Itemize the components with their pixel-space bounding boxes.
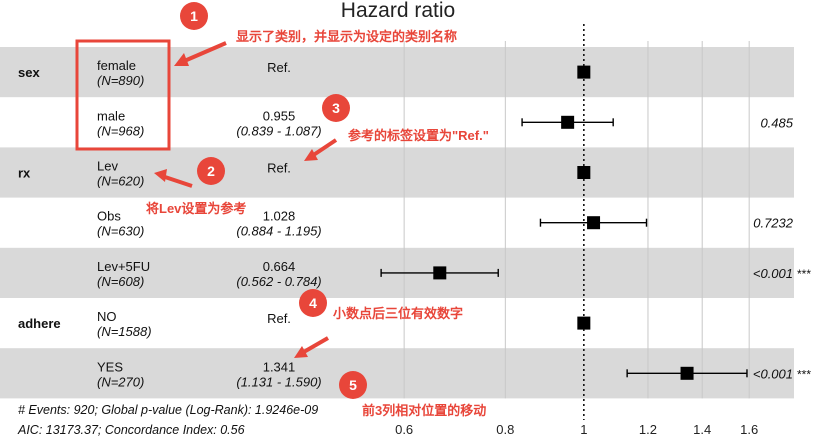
x-tick-label: 1 [580, 422, 587, 436]
level-label: male [97, 108, 125, 123]
x-tick-label: 0.8 [496, 422, 514, 436]
annotation-text-5: 前3列相对位置的移动 [362, 403, 486, 418]
ci-label: (0.884 - 1.195) [236, 224, 321, 239]
x-tick-label: 0.6 [395, 422, 413, 436]
variable-label: adhere [18, 316, 61, 331]
chart-title: Hazard ratio [341, 0, 455, 22]
level-label: NO [97, 309, 117, 324]
annotation-arrow-3 [310, 138, 338, 158]
hazard-ratio-point [587, 216, 601, 230]
annotation-badge-number-3: 3 [332, 100, 340, 116]
n-label: (N=620) [97, 174, 144, 189]
annotation-badge-5 [339, 371, 367, 399]
level-label: Obs [97, 209, 121, 224]
estimate-label: 0.664 [263, 259, 296, 274]
hazard-ratio-point [577, 65, 591, 79]
estimate-label: 0.955 [263, 108, 296, 123]
p-value-label: <0.001 [753, 266, 793, 281]
annotation-badge-number-5: 5 [349, 377, 357, 393]
row-bands [0, 47, 794, 399]
variable-label: sex [18, 65, 40, 80]
variable-label: rx [18, 166, 31, 181]
annotation-text-4: 小数点后三位有效数字 [333, 306, 463, 321]
arrowhead-icon [174, 53, 189, 66]
hazard-ratio-point [680, 366, 694, 380]
annotation-badge-4 [299, 289, 327, 317]
n-label: (N=890) [97, 73, 144, 88]
p-value-label: 0.7232 [753, 216, 794, 231]
annotation-badge-number-1: 1 [190, 8, 198, 24]
n-label: (N=608) [97, 274, 144, 289]
level-label: female [97, 58, 136, 73]
arrowhead-icon [154, 169, 167, 182]
annotation-arrow-2 [161, 174, 193, 188]
hazard-ratio-point [433, 266, 447, 280]
estimate-label: Ref. [267, 311, 291, 326]
annotation-layer: 1 显示了类别，并显示为设定的类别名称 2 将Lev设置为参考 3 参考的标签设… [75, 2, 489, 418]
annotation-4: 4 小数点后三位有效数字 [294, 289, 463, 358]
estimate-label: Ref. [267, 161, 291, 176]
annotation-text-2: 将Lev设置为参考 [146, 201, 246, 216]
x-tick-label: 1.2 [639, 422, 657, 436]
level-label: YES [97, 359, 123, 374]
annotation-arrow-4 [301, 336, 329, 355]
ci-label: (0.839 - 1.087) [236, 123, 321, 138]
n-label: (N=968) [97, 123, 144, 138]
annotation-badge-number-4: 4 [309, 295, 317, 311]
x-tick-label: 1.6 [740, 422, 758, 436]
annotation-2: 2 将Lev设置为参考 [146, 157, 246, 216]
annotation-1: 1 显示了类别，并显示为设定的类别名称 [174, 2, 457, 66]
significance-label: *** [797, 267, 811, 281]
estimate-label: 1.028 [263, 209, 296, 224]
p-value-label: 0.485 [760, 115, 793, 130]
x-tick-label: 1.4 [693, 422, 711, 436]
n-label: (N=630) [97, 224, 144, 239]
gridlines [403, 41, 750, 399]
arrowhead-icon [304, 149, 318, 161]
annotation-3: 3 参考的标签设置为"Ref." [304, 94, 489, 161]
row-band [0, 147, 794, 198]
n-label: (N=1588) [97, 324, 152, 339]
p-value-label: <0.001 [753, 366, 793, 381]
x-tick-labels: 0.6 0.8 1 1.2 1.4 1.6 [395, 422, 758, 437]
highlight-box [75, 39, 171, 151]
row-text: sex female(N=890)Ref.male(N=968)0.955(0.8… [18, 58, 811, 389]
arrowhead-icon [294, 346, 308, 358]
ci-label: (0.562 - 0.784) [236, 274, 321, 289]
significance-label: *** [797, 367, 811, 381]
annotation-text-3: 参考的标签设置为"Ref." [348, 128, 489, 143]
row-band [0, 47, 794, 98]
footnote-aic: AIC: 13173.37; Concordance Index: 0.56 [17, 423, 245, 436]
annotation-badge-number-2: 2 [207, 163, 215, 179]
level-label: Lev [97, 159, 118, 174]
annotation-badge-3 [322, 94, 350, 122]
annotation-badge-1 [180, 2, 208, 30]
hazard-ratio-point [561, 115, 575, 129]
annotation-5: 5 前3列相对位置的移动 [339, 371, 486, 418]
annotation-arrow-1 [181, 41, 227, 64]
estimate-label: 1.341 [263, 359, 296, 374]
estimate-label: Ref. [267, 60, 291, 75]
estimate-marks [380, 65, 748, 380]
annotation-badge-2 [197, 157, 225, 185]
ci-label: (1.131 - 1.590) [236, 374, 321, 389]
level-label: Lev+5FU [97, 259, 150, 274]
hazard-ratio-point [577, 316, 591, 330]
n-label: (N=270) [97, 374, 144, 389]
hazard-ratio-point [577, 166, 591, 179]
annotation-text-1: 显示了类别，并显示为设定的类别名称 [236, 29, 457, 44]
footnote-events: # Events: 920; Global p-value (Log-Rank)… [18, 403, 318, 417]
